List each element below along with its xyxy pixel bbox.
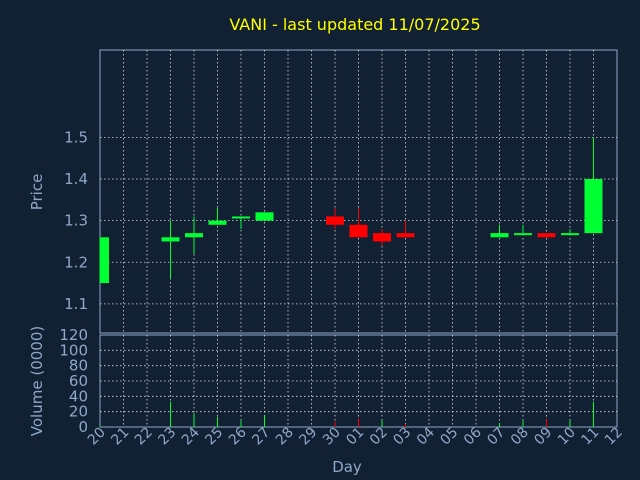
volume-tick-label: 100 (59, 341, 88, 359)
x-axis-label: Day (332, 458, 362, 476)
volume-tick-label: 20 (69, 403, 88, 421)
x-tick-label: 20 (85, 425, 109, 449)
candle-body (490, 233, 509, 238)
candle-body (208, 220, 227, 225)
x-tick-label: 24 (179, 424, 203, 448)
x-tick-label: 02 (367, 425, 391, 449)
price-tick-label: 1.3 (64, 212, 88, 230)
price-panel: 1.1 1.2 1.3 1.4 1.5 (64, 49, 618, 334)
price-tick-label: 1.2 (64, 253, 88, 271)
volume-plot-frame (99, 334, 618, 428)
candle-body (185, 233, 203, 238)
x-tick-label: 22 (132, 425, 156, 449)
chart-title: VANI - last updated 11/07/2025 (229, 15, 480, 34)
x-axis: 20 21 22 23 24 25 26 27 28 29 30 01 02 03 04 05 06 07 08 09… (85, 424, 626, 448)
candle-body (561, 233, 579, 236)
x-tick-label: 06 (461, 424, 485, 448)
x-tick-label: 26 (226, 424, 250, 448)
x-tick-label: 27 (249, 425, 273, 449)
volume-tick-label: 120 (59, 326, 88, 344)
candle-body (232, 216, 250, 219)
x-tick-label: 05 (437, 425, 461, 449)
price-tick-label: 1.5 (64, 128, 88, 146)
x-tick-label: 12 (602, 425, 626, 449)
x-tick-label: 10 (555, 425, 579, 449)
x-tick-label: 11 (578, 425, 602, 449)
candle-body (100, 237, 109, 284)
volume-tick-label: 0 (78, 418, 88, 436)
x-tick-label: 21 (108, 425, 132, 449)
x-tick-label: 09 (531, 425, 555, 449)
candle-body (161, 237, 180, 242)
candle-body (537, 233, 556, 238)
volume-tick-label: 60 (69, 372, 88, 390)
x-tick-label: 08 (508, 425, 532, 449)
price-tick-label: 1.4 (64, 170, 88, 188)
price-axis-label: Price (28, 174, 46, 211)
price-tick-label: 1.1 (64, 295, 88, 313)
x-tick-label: 01 (343, 425, 367, 449)
x-tick-label: 23 (155, 425, 179, 449)
candle-body (349, 224, 368, 238)
candle-body (514, 233, 532, 236)
x-tick-label: 03 (390, 425, 414, 449)
x-tick-label: 04 (414, 424, 438, 448)
volume-tick-label: 40 (69, 387, 88, 405)
candle-body (373, 233, 391, 242)
x-tick-label: 28 (273, 425, 297, 449)
candle-body (584, 179, 603, 234)
x-tick-label: 07 (484, 425, 508, 449)
candle-body (396, 233, 415, 238)
x-tick-label: 25 (202, 425, 226, 449)
volume-tick-label: 80 (69, 357, 88, 375)
candle-body (255, 212, 274, 221)
x-tick-label: 29 (296, 425, 320, 449)
candle-body (326, 216, 344, 225)
volume-axis-label: Volume (0000) (28, 326, 46, 436)
x-tick-label: 30 (320, 425, 344, 449)
